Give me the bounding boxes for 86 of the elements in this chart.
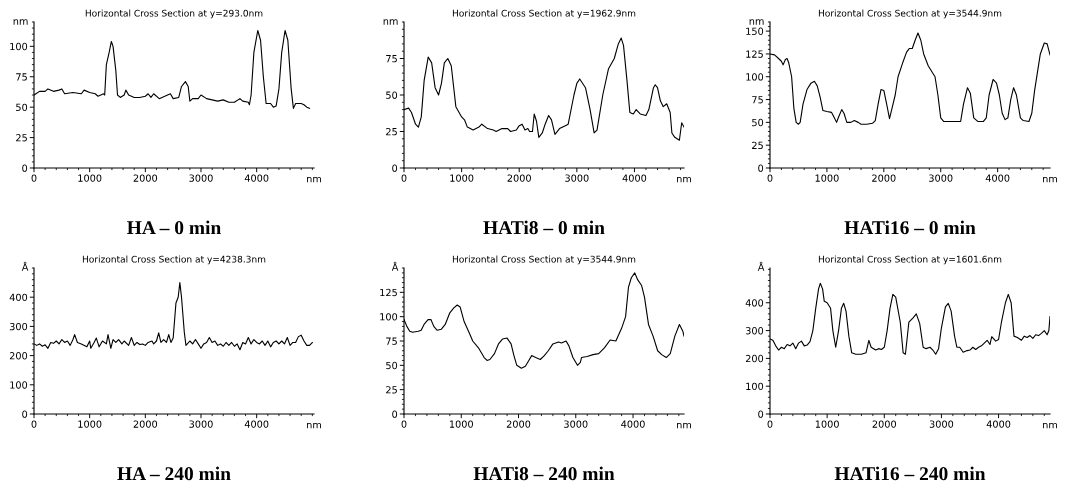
x-tick-label: 3000 [929,174,953,182]
x-tick-label: 0 [767,174,773,182]
x-tick-label: 3000 [564,420,588,428]
x-tick-label: 4000 [985,174,1010,182]
y-tick-label: 50 [386,91,398,99]
y-tick-label: 300 [745,327,764,335]
x-tick-label: 0 [31,174,37,182]
y-tick-label: 75 [386,337,397,345]
text: HA – 0 min [127,220,221,235]
chart-title: Horizontal Cross Section at y=4238.3nm [82,255,266,265]
y-tick-label: 25 [386,386,397,394]
y-tick-label: 75 [386,55,397,63]
x-tick-label: 0 [401,420,407,428]
y-tick-label: 25 [752,141,763,150]
y-tick-label: 150 [746,27,764,35]
y-axis-title: nm [383,19,398,25]
y-tick-label: 200 [9,352,28,360]
x-tick-label: 0 [401,174,407,182]
y-tick-label: 400 [9,293,28,302]
y-tick-label: 100 [10,42,28,51]
x-axis-title: nm [677,176,691,183]
y-tick-label: 25 [386,127,397,136]
y-tick-label: 0 [758,164,764,172]
y-axis-title: nm [13,19,28,25]
x-tick-label: 0 [767,420,773,428]
y-axis-title: Å [21,261,29,271]
x-tick-label: 2000 [872,174,896,182]
x-tick-label: 2000 [133,420,158,428]
y-tick-label: 25 [16,134,27,142]
x-tick-label: 4000 [622,174,647,182]
x-tick-label: 2000 [133,174,158,182]
y-tick-label: 75 [752,96,763,104]
y-tick-label: 0 [758,410,764,418]
y-tick-label: 125 [746,50,763,58]
x-tick-label: 2000 [506,420,531,428]
text: HATi16 – 240 min [834,466,986,481]
y-axis-title: Å [757,261,765,271]
chart-title: Horizontal Cross Section at y=3544.9nm [818,9,1002,19]
x-tick-label: 1000 [450,174,474,182]
y-axis-title: Å [391,261,399,271]
y-tick-label: 75 [16,73,27,81]
y-tick-label: 0 [392,410,398,418]
y-tick-label: 400 [745,299,764,307]
y-tick-label: 0 [22,410,28,418]
x-tick-label: 2000 [872,420,897,428]
text: HATi16 – 0 min [844,220,976,235]
chart-title: Horizontal Cross Section at y=293.0nm [85,9,263,19]
x-tick-label: 3000 [565,174,589,182]
x-tick-label: 1000 [78,420,102,428]
y-tick-label: 100 [746,382,764,391]
x-tick-label: 1000 [78,174,102,182]
x-tick-label: 0 [31,420,37,428]
x-tick-label: 4000 [244,174,269,182]
y-tick-label: 125 [380,288,397,297]
x-tick-label: 4000 [621,420,645,428]
text: HATi8 – 0 min [483,220,605,235]
text: HA – 240 min [117,466,231,481]
x-tick-label: 2000 [507,174,531,182]
y-tick-label: 100 [380,313,398,321]
x-tick-label: 4000 [244,420,269,428]
chart-title: Horizontal Cross Section at y=3544.9nm [452,255,636,265]
x-axis-title: nm [307,422,321,429]
y-tick-label: 0 [22,164,28,172]
y-tick-label: 50 [16,103,28,111]
y-tick-label: 100 [10,381,28,389]
y-tick-label: 300 [9,322,28,331]
y-tick-label: 100 [746,73,764,81]
x-axis-title: nm [307,176,321,183]
y-tick-label: 0 [392,164,398,172]
chart-title: Horizontal Cross Section at y=1962.9nm [452,9,636,19]
x-tick-label: 3000 [189,174,213,182]
y-tick-label: 50 [386,361,398,370]
y-tick-label: 50 [752,118,764,127]
x-tick-label: 1000 [815,420,839,428]
x-axis-title: nm [1043,422,1057,429]
x-tick-label: 3000 [189,420,213,428]
text: HATi8 – 240 min [473,466,615,481]
x-axis-title: nm [677,422,691,429]
chart-title: Horizontal Cross Section at y=1601.6nm [818,255,1002,265]
y-tick-label: 200 [745,354,764,363]
x-tick-label: 1000 [449,420,473,428]
y-axis-title: nm [749,19,764,25]
x-tick-label: 1000 [815,174,839,182]
x-tick-label: 3000 [929,420,954,428]
x-axis-title: nm [1043,176,1057,183]
x-tick-label: 4000 [986,420,1011,428]
